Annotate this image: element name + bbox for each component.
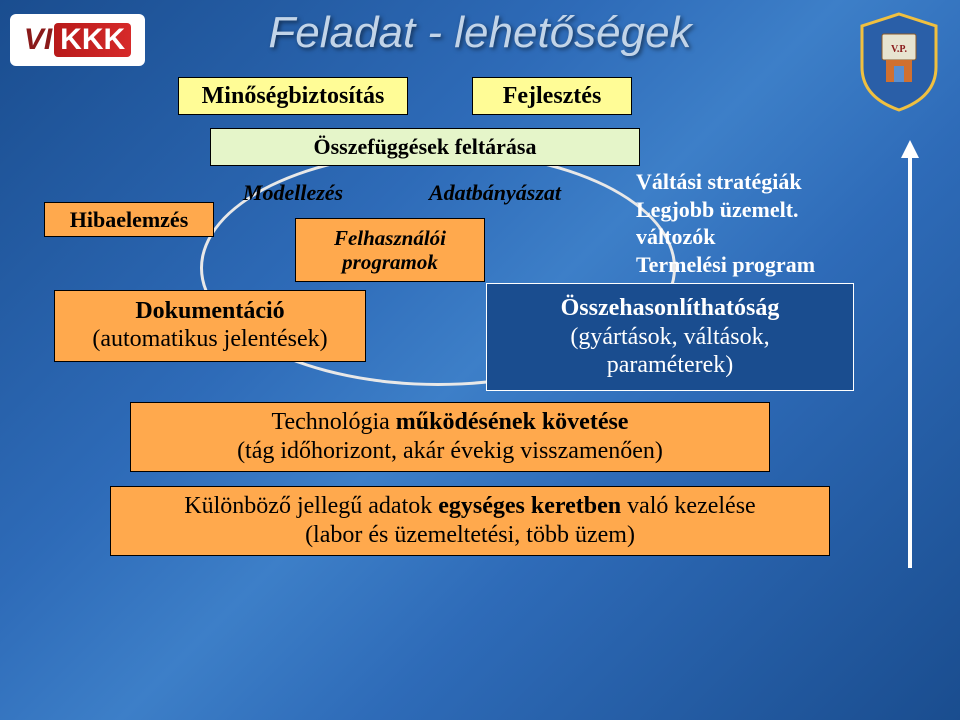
doku-line2: (automatikus jelentések)	[92, 326, 327, 354]
box-technologia: Technológia működésének követése (tág id…	[130, 402, 770, 472]
felh-line1: Felhasználói	[334, 226, 446, 250]
tech1b: működésének követése	[396, 409, 629, 435]
label-modellezes: Modellezés	[218, 176, 368, 210]
box-minosegbiztositas: Minőségbiztosítás	[178, 77, 408, 115]
box-fejlesztes: Fejlesztés	[472, 77, 632, 115]
right-l4: Termelési program	[636, 251, 916, 279]
tech1a: Technológia	[272, 409, 396, 435]
arrow-shaft	[908, 156, 912, 568]
right-strategies: Váltási stratégiák Legjobb üzemelt. vált…	[636, 168, 916, 278]
bottom-l2: (labor és üzemeltetési, több üzem)	[305, 521, 635, 550]
arrow-head-icon	[901, 140, 919, 158]
box-felhasznaloi-programok: Felhasználói programok	[295, 218, 485, 282]
box-hibaelemzes: Hibaelemzés	[44, 202, 214, 237]
tech-l1: Technológia működésének követése	[272, 408, 629, 437]
box-osszefuggesek: Összefüggések feltárása	[210, 128, 640, 166]
comp-l2: (gyártások, váltások,	[570, 323, 769, 352]
box-kulonbozo-adatok: Különböző jellegű adatok egységes keretb…	[110, 486, 830, 556]
label-adatbanyaszat: Adatbányászat	[405, 176, 585, 210]
tech-l2: (tág időhorizont, akár évekig visszamenő…	[237, 437, 663, 466]
right-l2: Legjobb üzemelt.	[636, 196, 916, 224]
slide-title: Feladat - lehetőségek	[0, 8, 960, 58]
b1b: egységes keretben	[438, 493, 627, 519]
right-l3: változók	[636, 223, 916, 251]
box-osszehasonlithatosag: Összehasonlíthatóság (gyártások, váltáso…	[486, 283, 854, 391]
doku-line1: Dokumentáció	[135, 298, 284, 326]
slide: VIKKK V.P. Feladat - lehetőségek Minőség…	[0, 0, 960, 720]
b1a: Különböző jellegű adatok	[184, 493, 438, 519]
right-l1: Váltási stratégiák	[636, 168, 916, 196]
comp-l1: Összehasonlíthatóság	[561, 294, 780, 323]
felh-line2: programok	[342, 250, 438, 274]
box-dokumentacio: Dokumentáció (automatikus jelentések)	[54, 290, 366, 362]
b1c: való kezelése	[627, 493, 756, 519]
bottom-l1: Különböző jellegű adatok egységes keretb…	[184, 492, 755, 521]
comp-l3: paraméterek)	[607, 351, 734, 380]
